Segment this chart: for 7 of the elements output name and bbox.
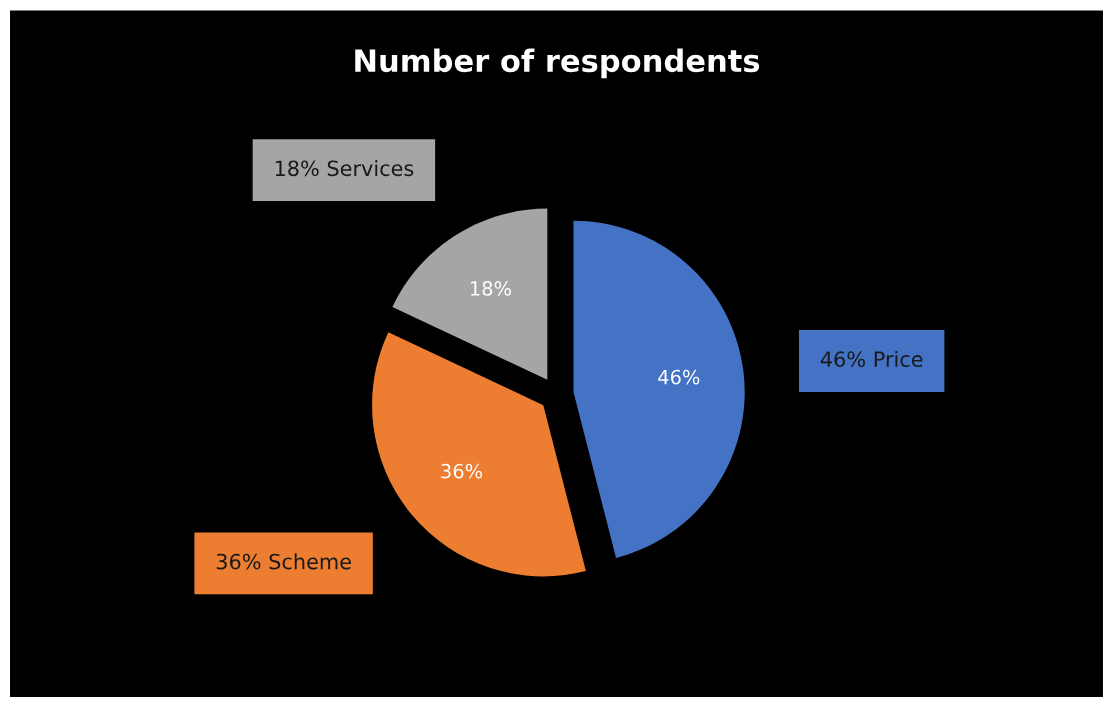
slice-label: 18% Services xyxy=(275,160,414,177)
slice-label: 36% Scheme xyxy=(216,553,351,570)
chart-title: Number of respondents xyxy=(355,48,760,79)
data-label: 36% xyxy=(441,463,483,479)
data-label: 18% xyxy=(470,281,511,296)
slice-label: 46% Price xyxy=(820,350,923,368)
data-label: 46% xyxy=(658,369,700,385)
